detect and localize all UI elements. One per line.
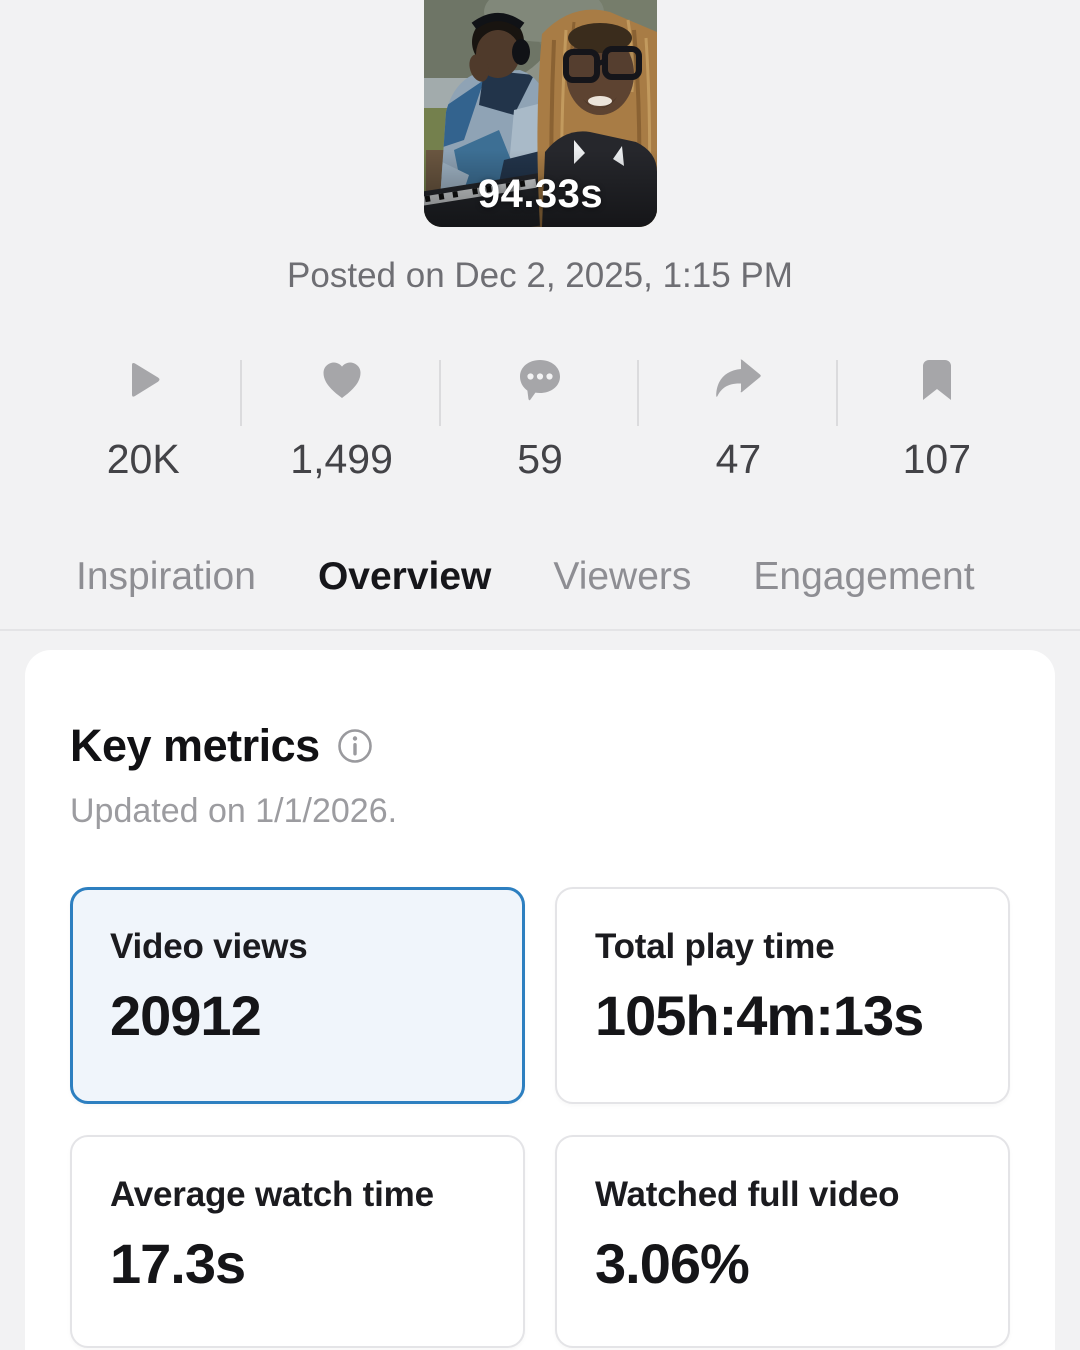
video-thumbnail[interactable]: 94.33s [424,0,657,227]
stat-saves: 107 [838,346,1036,483]
tab-inspiration[interactable]: Inspiration [76,555,256,598]
metric-card-watched-full-video[interactable]: Watched full video 3.06% [555,1135,1010,1348]
tab-overview[interactable]: Overview [318,549,491,629]
stat-saves-value: 107 [902,436,972,482]
key-metrics-title: Key metrics [70,720,320,771]
metric-value: 17.3s [110,1232,246,1295]
metric-cards-grid: Video views 20912 Total play time 105h:4… [70,887,1010,1348]
stat-shares: 47 [639,346,839,483]
comment-icon [516,346,564,414]
posted-date-text: Posted on Dec 2, 2025, 1:15 PM [287,256,793,295]
stat-views-value: 20K [106,436,180,482]
metric-label: Watched full video [595,1175,900,1214]
stat-shares-value: 47 [715,436,762,482]
metric-card-video-views[interactable]: Video views 20912 [70,887,525,1104]
stat-views: 20K [44,346,243,483]
metric-card-average-watch-time[interactable]: Average watch time 17.3s [70,1135,525,1348]
tab-bar: Inspiration Overview Viewers Engagement [0,541,1080,631]
thumbnail-scene [424,0,657,227]
metric-label: Video views [110,927,308,966]
metric-card-total-play-time[interactable]: Total play time 105h:4m:13s [555,887,1010,1104]
stat-comments-value: 59 [517,436,563,482]
video-duration-label: 94.33s [477,172,604,216]
key-metrics-panel: Key metrics Updated on 1/1/2026. Video v… [25,650,1055,1350]
metric-value: 20912 [110,984,262,1047]
stat-likes-value: 1,499 [290,436,393,482]
bookmark-icon [916,346,958,414]
metric-label: Total play time [595,927,835,966]
play-icon [120,346,166,414]
updated-date-text: Updated on 1/1/2026. [70,792,398,830]
share-icon [712,346,764,414]
info-icon[interactable] [336,727,374,765]
metric-value: 105h:4m:13s [595,984,924,1047]
heart-icon [319,346,365,414]
stat-likes: 1,499 [242,346,442,483]
tab-engagement[interactable]: Engagement [753,555,975,598]
metric-label: Average watch time [110,1175,434,1214]
metric-value: 3.06% [595,1232,750,1295]
tab-viewers[interactable]: Viewers [553,555,692,598]
stat-comments: 59 [441,346,640,483]
stats-row: 20K 1,499 59 47 [44,346,1036,483]
